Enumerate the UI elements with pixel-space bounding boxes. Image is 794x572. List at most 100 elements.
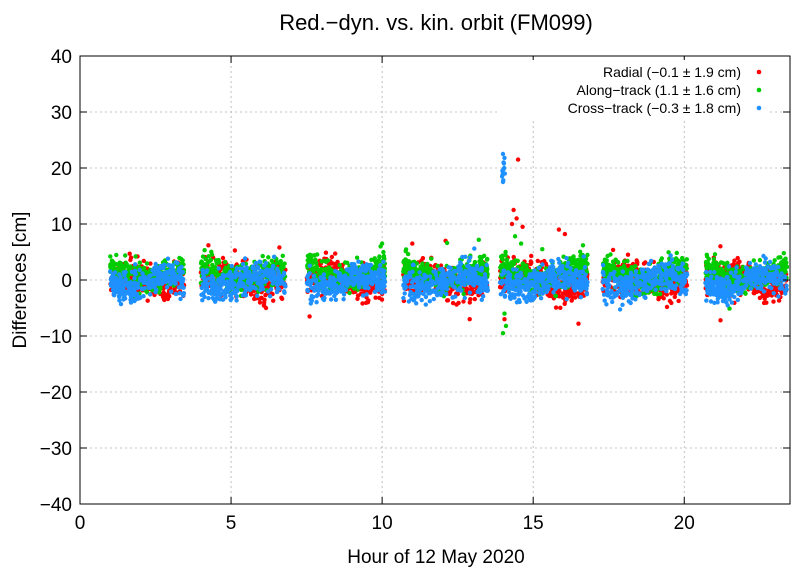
data-point [257,275,263,280]
data-point [227,280,233,285]
data-point [360,301,365,306]
data-point-outlier [514,216,519,221]
data-point [321,272,327,277]
data-point [148,292,153,297]
data-point [264,272,269,278]
data-point [351,262,356,267]
data-point [181,293,186,298]
data-point [311,273,317,278]
data-point [213,299,218,304]
data-point [167,275,172,281]
data-point [405,251,411,257]
data-point [360,293,366,298]
data-point [202,294,207,300]
data-point [132,289,137,295]
data-point [377,254,382,259]
data-point [329,254,335,260]
data-point [172,271,177,276]
data-point [277,280,282,285]
data-point [243,288,248,293]
data-point [126,288,132,294]
data-point [234,298,239,303]
data-point [309,255,314,260]
data-point [250,265,255,271]
data-point [585,252,590,258]
data-point-outlier [444,240,450,246]
data-point [239,287,244,293]
data-point [243,269,248,274]
data-point [181,285,186,290]
data-point [118,280,123,286]
data-point [606,268,611,273]
data-point [118,301,124,307]
data-point [266,268,271,273]
data-point [611,263,616,268]
data-point [239,280,245,286]
data-point [108,269,113,274]
data-point [445,298,451,303]
data-point-outlier [500,331,506,336]
data-point [553,305,559,310]
data-point [234,266,239,271]
data-point [664,304,670,310]
data-point [125,284,131,289]
data-point [224,287,229,292]
data-point [266,255,271,260]
data-point [373,295,378,300]
data-point [327,268,332,274]
data-point [673,291,678,296]
data-point [271,254,277,259]
data-point [715,268,721,273]
data-point [137,260,142,265]
data-point [161,290,166,295]
data-point [476,237,481,242]
data-point [420,256,426,261]
data-point-outlier [512,234,518,239]
data-point [160,274,165,279]
data-point [751,258,756,263]
data-point [674,250,679,256]
data-point [680,255,685,261]
data-point [163,277,169,283]
data-point [260,253,265,259]
data-point [622,259,627,264]
data-point [109,275,114,280]
data-point [779,290,784,295]
data-point [204,269,209,275]
data-point-outlier [580,243,586,248]
data-point [500,253,505,258]
data-point [574,264,579,269]
data-point [450,300,456,306]
data-point [323,250,329,255]
data-points [108,151,790,336]
data-point [327,265,332,271]
data-point-outlier [502,311,507,316]
data-point [203,262,209,267]
data-point [578,249,583,254]
data-point [217,281,223,286]
data-point [605,253,610,259]
data-point [369,257,374,262]
data-point-outlier [378,244,383,249]
data-point [270,263,276,269]
data-point [479,255,484,260]
data-point [676,298,681,304]
data-point [158,263,164,269]
data-point [500,257,505,262]
data-point [711,256,717,262]
data-point [625,252,631,257]
data-point [157,290,162,295]
data-point [547,293,552,299]
data-point [511,259,516,265]
data-point [140,286,145,292]
data-point [472,296,477,302]
data-point [672,294,677,300]
data-point [421,265,427,270]
data-point [128,257,133,263]
data-point [735,255,740,261]
data-point [114,252,119,258]
data-point [169,289,174,294]
data-point [673,256,679,261]
data-point [305,288,311,294]
data-point [684,257,689,262]
